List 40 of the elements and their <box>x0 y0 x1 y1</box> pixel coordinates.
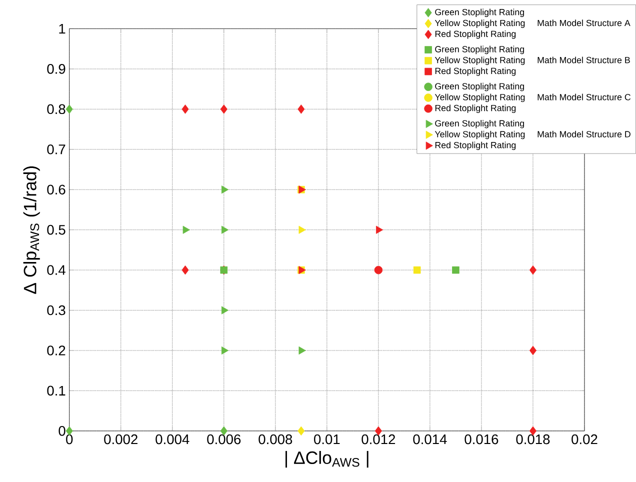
legend-label: Red Stoplight Rating <box>435 141 516 150</box>
legend-label: Green Stoplight Rating <box>435 120 524 128</box>
legend-label: Red Stoplight Rating <box>435 104 516 113</box>
y-tick-label: 0.6 <box>47 184 66 194</box>
x-tick-label: 0.012 <box>362 434 396 444</box>
annotation: Math Model Structure C <box>538 94 631 100</box>
x-tick-label: 0 <box>66 434 73 444</box>
legend-label: Green Stoplight Rating <box>435 46 524 54</box>
legend-label: Yellow Stoplight Rating <box>434 19 525 28</box>
legend-label: Yellow Stoplight Rating <box>434 56 525 65</box>
y-tick-label: 0.9 <box>47 64 66 74</box>
x-tick-label: 0.018 <box>516 434 550 444</box>
y-axis-title: Δ Clp$_{AWS}$ (1/rad) <box>23 166 40 294</box>
x-tick-label: 0.006 <box>207 434 241 444</box>
x-tick-label: 0.01 <box>314 434 340 444</box>
y-tick-label: 0.1 <box>47 386 66 396</box>
x-tick-label: 0.016 <box>464 434 498 444</box>
y-tick-label: 0.7 <box>47 144 66 154</box>
x-tick-label: 0.02 <box>572 434 598 444</box>
x-tick-label: 0.004 <box>156 434 190 444</box>
text: Math Model Structure A <box>538 19 630 26</box>
legend-label: Red Stoplight Rating <box>435 30 516 39</box>
legend-label: Green Stoplight Rating <box>435 82 524 91</box>
y-tick-label: 0.5 <box>47 224 66 234</box>
legend-label: Yellow Stoplight Rating <box>434 130 525 139</box>
x-tick-label: 0.002 <box>104 434 138 444</box>
y-tick-label: 0 <box>58 426 66 436</box>
x-tick-label: 0.008 <box>258 434 292 444</box>
y-tick-label: 0.4 <box>47 264 66 275</box>
y-tick-label: 0.2 <box>47 345 66 356</box>
y-tick-label: 1 <box>59 24 66 34</box>
y-tick-label: 0.3 <box>47 305 66 315</box>
legend-label: Red Stoplight Rating <box>435 67 516 76</box>
x-tick-label: 0.014 <box>413 434 447 444</box>
legend-label: Green Stoplight Rating <box>435 8 524 17</box>
annotation: Math Model Structure B <box>538 56 630 63</box>
legend-label: Yellow Stoplight Rating <box>434 94 525 102</box>
annotation: Math Model Structure D <box>538 130 630 138</box>
y-tick-label: 0.8 <box>47 104 66 114</box>
x-axis-title: | ΔClo$_{AWS}$ | <box>286 450 368 468</box>
